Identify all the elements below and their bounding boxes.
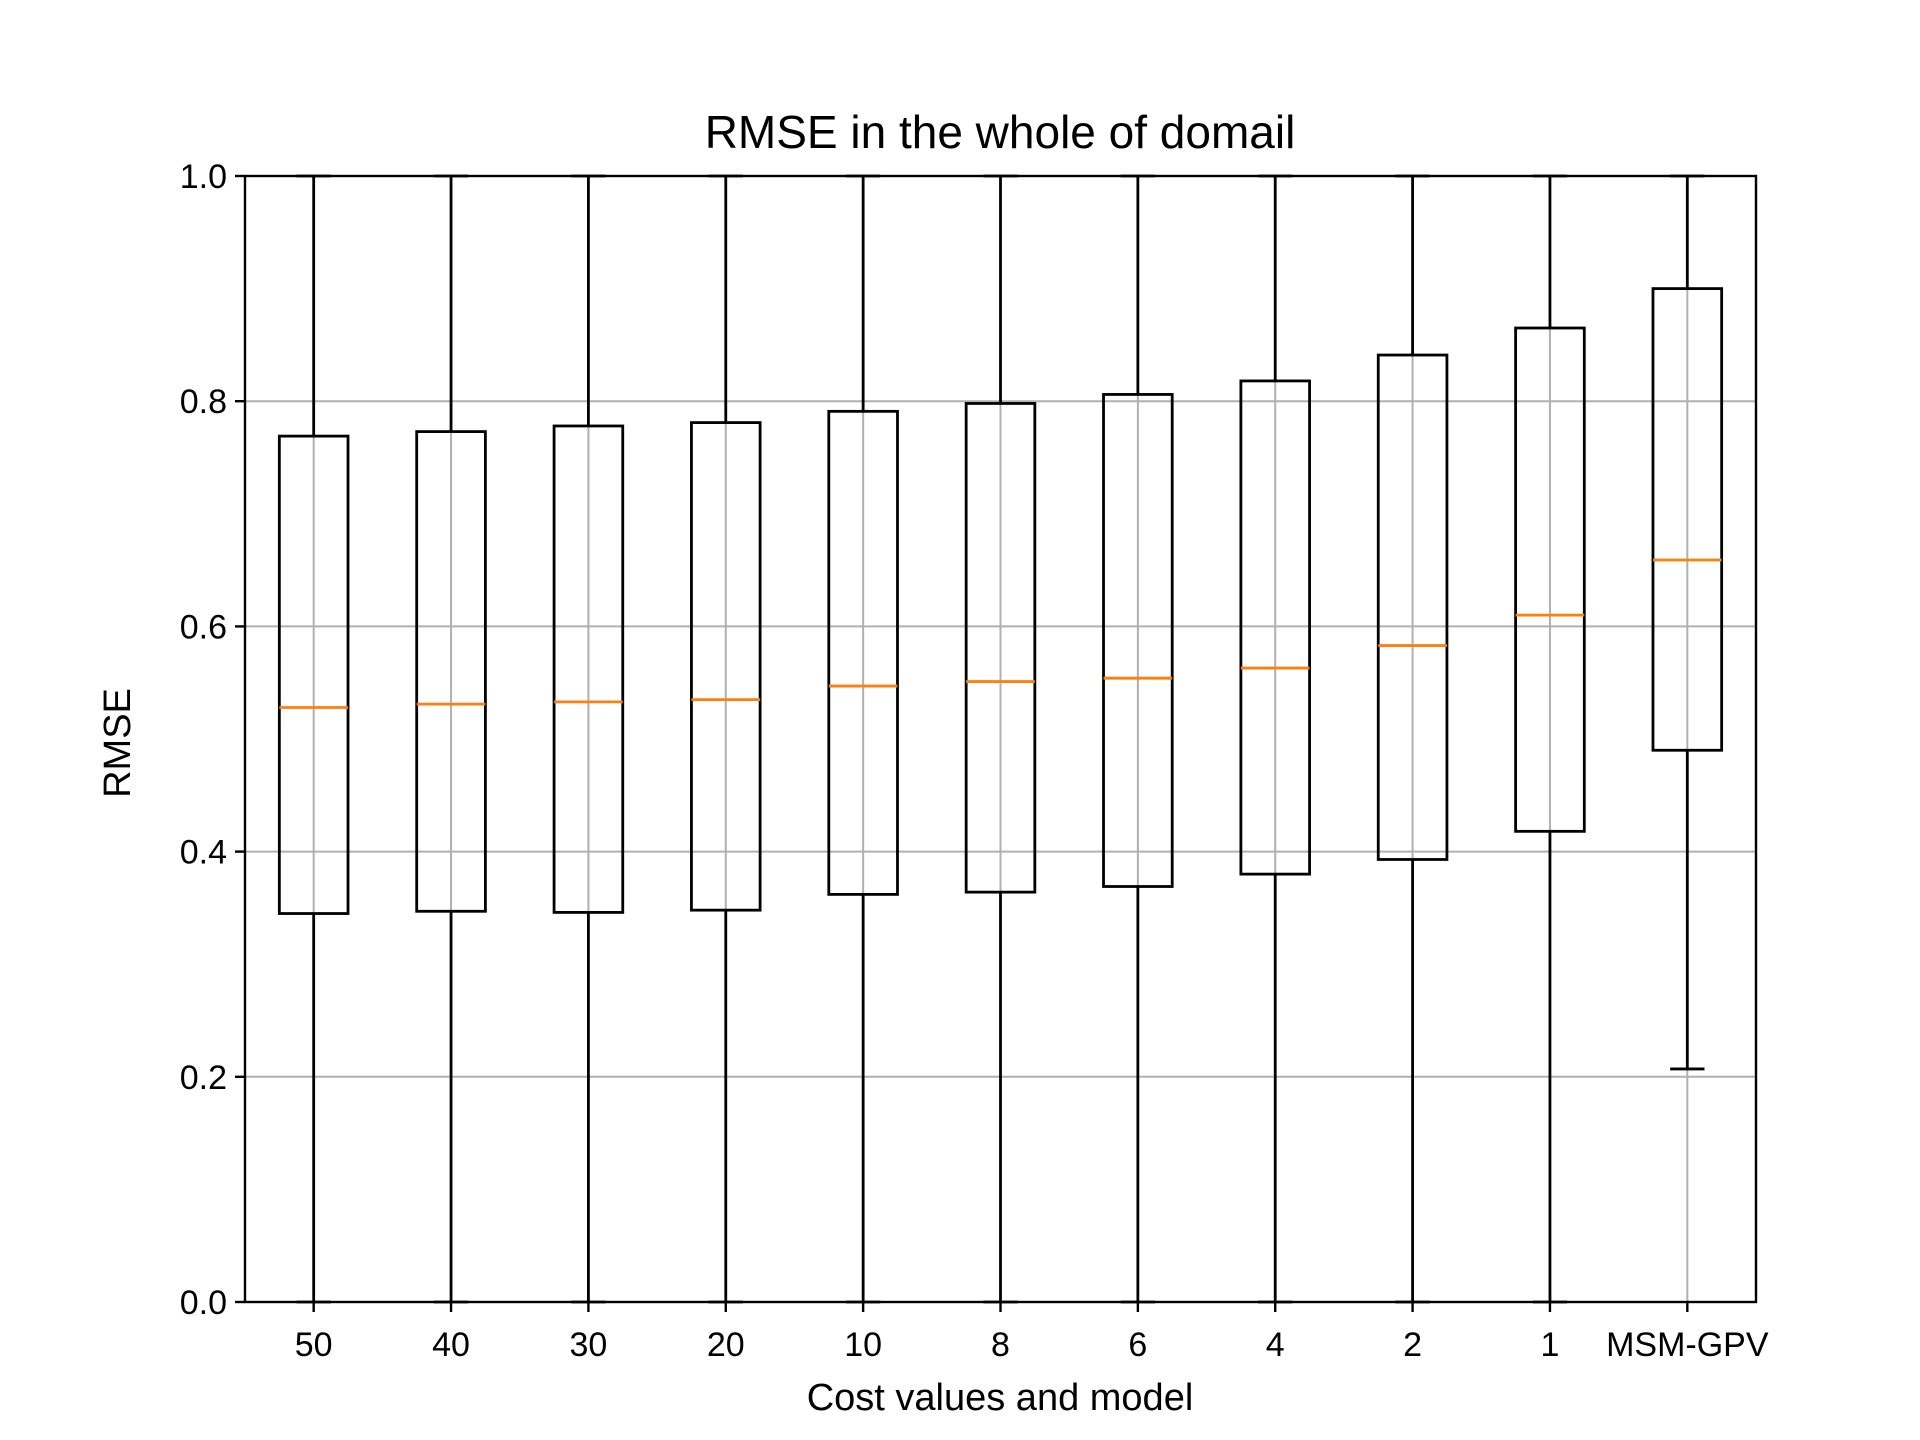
box-rect — [690, 421, 762, 912]
x-tick-label-8: 2 — [1403, 1326, 1422, 1364]
box-rect — [1376, 353, 1449, 861]
box-rect — [415, 430, 487, 913]
x-tick-label-6: 6 — [1128, 1326, 1147, 1364]
y-tick-label-4: 0.8 — [180, 383, 227, 421]
box-10 — [1651, 174, 1724, 1071]
box-rect — [827, 409, 899, 896]
box-rect — [1514, 326, 1586, 833]
box-rect — [552, 424, 625, 914]
x-tick-label-2: 30 — [569, 1326, 607, 1364]
x-tick-label-1: 40 — [432, 1326, 470, 1364]
box-rect — [1102, 393, 1174, 888]
box-rect — [277, 434, 350, 915]
x-tick-label-7: 4 — [1266, 1326, 1285, 1364]
box-rect — [1239, 379, 1311, 876]
x-tick-label-4: 10 — [844, 1326, 882, 1364]
y-tick-label-0: 0.0 — [180, 1284, 227, 1322]
y-tick-label-5: 1.0 — [180, 158, 227, 196]
x-tick-label-0: 50 — [295, 1326, 333, 1364]
y-tick-label-2: 0.4 — [180, 834, 227, 872]
y-tick-label-1: 0.2 — [180, 1059, 227, 1097]
x-tick-label-9: 1 — [1540, 1326, 1559, 1364]
x-axis-ticks: 50 40 30 20 10 8 6 4 2 1 MSM-GPV — [295, 1302, 1769, 1364]
chart-title: RMSE in the whole of domail — [705, 106, 1296, 158]
x-axis-label: Cost values and model — [807, 1377, 1194, 1419]
x-tick-label-10: MSM-GPV — [1606, 1326, 1769, 1364]
box-4 — [827, 174, 899, 1304]
box-rect — [964, 402, 1037, 894]
x-tick-label-5: 8 — [991, 1326, 1010, 1364]
box-rect — [1651, 287, 1724, 752]
y-axis-label: RMSE — [97, 688, 139, 798]
y-axis-ticks: 0.0 0.2 0.4 0.6 0.8 1.0 — [180, 158, 245, 1322]
box-series — [277, 174, 1724, 1304]
box-7 — [1239, 174, 1311, 1304]
x-tick-label-3: 20 — [707, 1326, 745, 1364]
y-tick-label-3: 0.6 — [180, 608, 227, 646]
